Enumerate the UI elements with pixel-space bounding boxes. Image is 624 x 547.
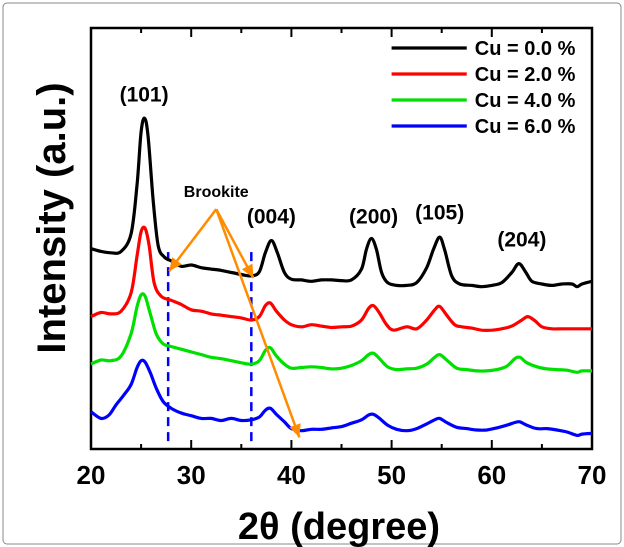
x-tick-label: 50 [377, 460, 406, 490]
brookite-arrow-head [169, 257, 182, 272]
x-tick-label: 20 [77, 460, 106, 490]
series-line [90, 292, 593, 374]
brookite-annotation: Brookite [184, 184, 249, 201]
peak-label: (004) [247, 206, 296, 229]
x-tick-label: 60 [477, 460, 506, 490]
brookite-arrow-line [215, 208, 255, 279]
x-tick-label: 70 [578, 460, 607, 490]
series-line [90, 358, 593, 438]
legend-label: Cu = 6.0 % [475, 116, 576, 138]
legend-label: Cu = 2.0 % [475, 64, 576, 86]
legend-label: Cu = 4.0 % [475, 90, 576, 112]
brookite-arrow-line [215, 208, 301, 438]
legend-label: Cu = 0.0 % [475, 38, 576, 60]
x-tick-label: 30 [177, 460, 206, 490]
brookite-arrow-head [289, 423, 301, 438]
series-line [90, 225, 593, 332]
peak-label: (101) [120, 83, 169, 106]
series-line [90, 116, 593, 289]
peak-label: (105) [415, 201, 464, 224]
x-axis-label: 2θ (degree) [238, 506, 440, 547]
x-tick-label: 40 [277, 460, 306, 490]
y-axis-label: Intensity (a.u.) [30, 82, 74, 353]
peak-label: (200) [349, 206, 398, 229]
brookite-arrow-head [241, 263, 254, 278]
peak-label: (204) [497, 229, 546, 252]
